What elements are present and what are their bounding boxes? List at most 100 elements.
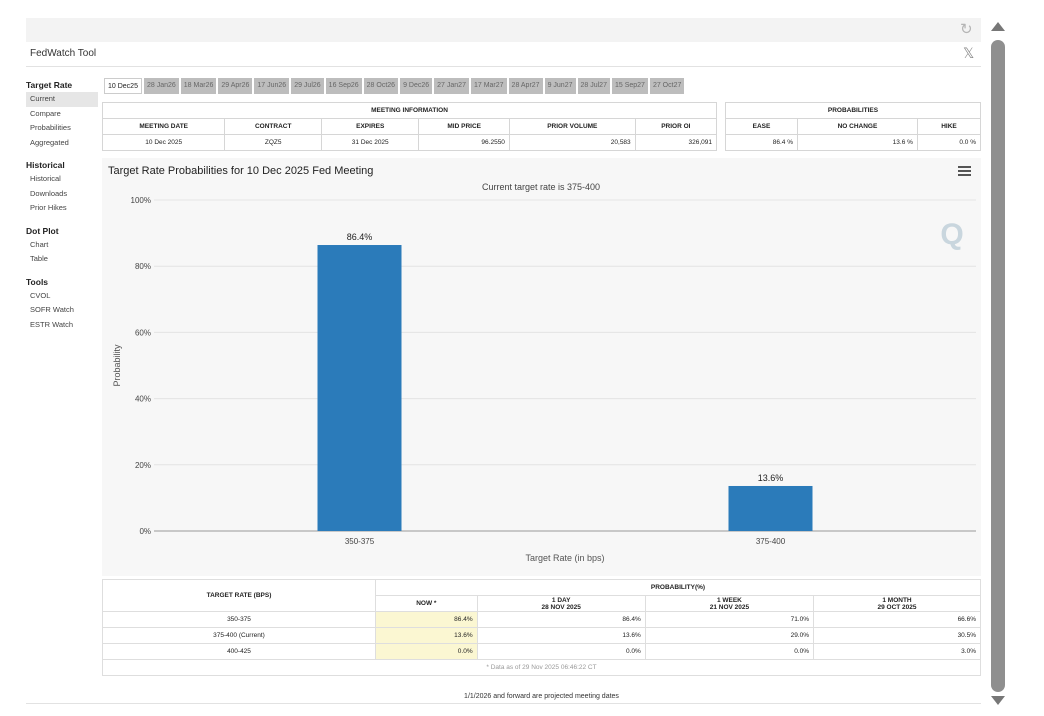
table-cell: 31 Dec 2025 xyxy=(321,134,420,151)
sidebar-spacer xyxy=(26,150,98,158)
probability-cell: 30.5% xyxy=(813,627,981,644)
sidebar-heading: Target Rate xyxy=(26,80,73,90)
table-cell: 13.6 % xyxy=(796,134,918,151)
probability-cell: 66.6% xyxy=(813,611,981,628)
table-row: 400-425 0.0% 0.0% 0.0% 3.0% xyxy=(102,643,981,660)
tab-meeting[interactable]: 28 Jan26 xyxy=(143,78,179,94)
column-date: 28 NOV 2025 xyxy=(541,603,581,611)
rate-cell: 375-400 (Current) xyxy=(102,627,376,644)
column-header: EASE xyxy=(725,118,798,135)
probability-cell: 13.6% xyxy=(375,627,478,644)
app-title: FedWatch Tool xyxy=(30,48,97,59)
sidebar-item-compare[interactable]: Compare xyxy=(30,108,61,118)
bar xyxy=(728,485,813,531)
meeting-tabs: 10 Dec25 28 Jan26 18 Mar26 29 Apr26 17 Jun26… xyxy=(104,78,685,94)
sidebar-item-probabilities[interactable]: Probabilities xyxy=(30,123,71,132)
probability-cell: 86.4% xyxy=(375,611,478,628)
sidebar-item-sofr-watch[interactable]: SOFR Watch xyxy=(30,305,74,314)
tab-meeting[interactable]: 28 Oct26 xyxy=(363,78,399,94)
y-tick-label: 80% xyxy=(135,262,151,271)
chart-panel xyxy=(102,158,981,576)
data-timestamp-note: * Data as of 29 Nov 2025 06:46:22 CT xyxy=(102,659,981,676)
column-date: 29 OCT 2025 xyxy=(877,603,917,611)
tab-meeting[interactable]: 28 Jul27 xyxy=(577,78,610,94)
column-header: MID PRICE xyxy=(418,118,510,135)
tab-meeting[interactable]: 27 Oct27 xyxy=(649,78,685,94)
refresh-icon[interactable]: ↻ xyxy=(960,21,973,38)
chart-title: Target Rate Probabilities for 10 Dec 202… xyxy=(108,165,374,177)
x-share-icon[interactable]: 𝕏 xyxy=(963,46,975,62)
column-header: MEETING DATE xyxy=(101,118,226,135)
sidebar-heading: Dot Plot xyxy=(26,225,59,236)
sidebar-spacer xyxy=(26,216,98,224)
sidebar-item-aggregated[interactable]: Aggregated xyxy=(30,137,69,147)
table-cell: 10 Dec 2025 xyxy=(101,134,226,151)
bar-data-label: 86.4% xyxy=(347,232,373,242)
column-label: 1 WEEK xyxy=(716,596,742,604)
divider xyxy=(26,66,981,67)
x-tick-label: 375-400 xyxy=(756,537,786,546)
hamburger-menu-icon[interactable] xyxy=(958,166,971,177)
probability-cell: 0.0% xyxy=(375,643,478,660)
tab-meeting[interactable]: 17 Jun26 xyxy=(254,78,290,94)
sidebar-item-downloads[interactable]: Downloads xyxy=(30,188,68,198)
chart-subtitle: Current target rate is 375-400 xyxy=(481,182,601,192)
column-header: 1 MONTH 29 OCT 2025 xyxy=(813,595,981,612)
toolbar-strip xyxy=(26,18,981,42)
tab-meeting[interactable]: 18 Mar26 xyxy=(180,78,217,94)
table-cell: 96.2550 xyxy=(418,134,510,151)
table-cell: ZQZ5 xyxy=(224,134,323,151)
probabilities-table: PROBABILITIES EASE NO CHANGE HIKE 86.4 % 13… xyxy=(725,102,982,151)
column-header: HIKE xyxy=(916,118,982,135)
tab-meeting[interactable]: 15 Sep27 xyxy=(611,78,648,94)
y-tick-label: 20% xyxy=(135,461,151,470)
rate-cell: 400-425 xyxy=(102,643,376,660)
tab-meeting[interactable]: 29 Jul26 xyxy=(291,78,324,94)
rate-cell: 350-375 xyxy=(102,611,376,628)
y-axis-title: Probability xyxy=(112,344,122,387)
sidebar-item-table[interactable]: Table xyxy=(30,254,48,263)
table-row: 375-400 (Current) 13.6% 13.6% 29.0% 30.5% xyxy=(102,627,981,644)
column-label: NOW * xyxy=(416,600,437,607)
q-logo-icon: Q xyxy=(940,218,963,251)
x-axis-title: Target Rate (in bps) xyxy=(525,553,604,563)
column-header: 1 DAY 28 NOV 2025 xyxy=(476,595,646,612)
column-label: 1 DAY xyxy=(551,596,571,604)
probability-header: PROBABILITY(%) xyxy=(375,579,981,596)
column-header: 1 WEEK 21 NOV 2025 xyxy=(644,595,815,612)
tab-meeting[interactable]: 17 Mar27 xyxy=(470,78,507,94)
sidebar-item-chart[interactable]: Chart xyxy=(30,239,49,249)
column-header: NO CHANGE xyxy=(796,118,918,135)
scroll-down-arrow-icon[interactable] xyxy=(991,696,1005,705)
sidebar-item-prior-hikes[interactable]: Prior Hikes xyxy=(30,203,67,212)
meeting-info-table: MEETING INFORMATION MEETING DATE CONTRACT… xyxy=(101,102,718,151)
tab-meeting[interactable]: 16 Sep26 xyxy=(325,78,362,94)
target-rate-header: TARGET RATE (BPS) xyxy=(102,579,376,612)
y-tick-label: 0% xyxy=(139,527,151,536)
sidebar-item-cvol[interactable]: CVOL xyxy=(30,290,51,300)
y-tick-label: 40% xyxy=(135,395,151,404)
tab-meeting[interactable]: 9 Dec26 xyxy=(400,78,433,94)
probability-bar-chart: 0% 20% 40% 60% 80% 100% 86.4% 350-375 13.6% 375-4… xyxy=(112,196,976,563)
sidebar-item-estr-watch[interactable]: ESTR Watch xyxy=(30,319,74,329)
scroll-up-arrow-icon[interactable] xyxy=(991,22,1005,31)
x-tick-label: 350-375 xyxy=(345,537,375,546)
bar xyxy=(317,245,402,531)
column-header: PRIOR OI xyxy=(634,118,718,135)
sidebar-item-historical[interactable]: Historical xyxy=(30,174,61,183)
tab-meeting[interactable]: 28 Apr27 xyxy=(508,78,543,94)
probabilities-heading: PROBABILITIES xyxy=(725,102,981,119)
column-header: CONTRACT xyxy=(224,118,323,135)
table-cell: 20,583 xyxy=(508,134,636,151)
sidebar-spacer xyxy=(26,267,98,275)
table-cell: 86.4 % xyxy=(725,134,798,151)
column-header: NOW * xyxy=(375,595,478,612)
tab-meeting[interactable]: 29 Apr26 xyxy=(218,78,253,94)
column-date: 21 NOV 2025 xyxy=(709,603,750,611)
tab-meeting[interactable]: 9 Jun27 xyxy=(544,78,576,94)
tab-meeting[interactable]: 10 Dec25 xyxy=(104,78,142,94)
sidebar-item-current[interactable]: Current xyxy=(26,92,98,107)
tab-meeting[interactable]: 27 Jan27 xyxy=(434,78,469,94)
y-tick-label: 100% xyxy=(131,196,151,205)
scrollbar[interactable] xyxy=(991,40,1005,692)
